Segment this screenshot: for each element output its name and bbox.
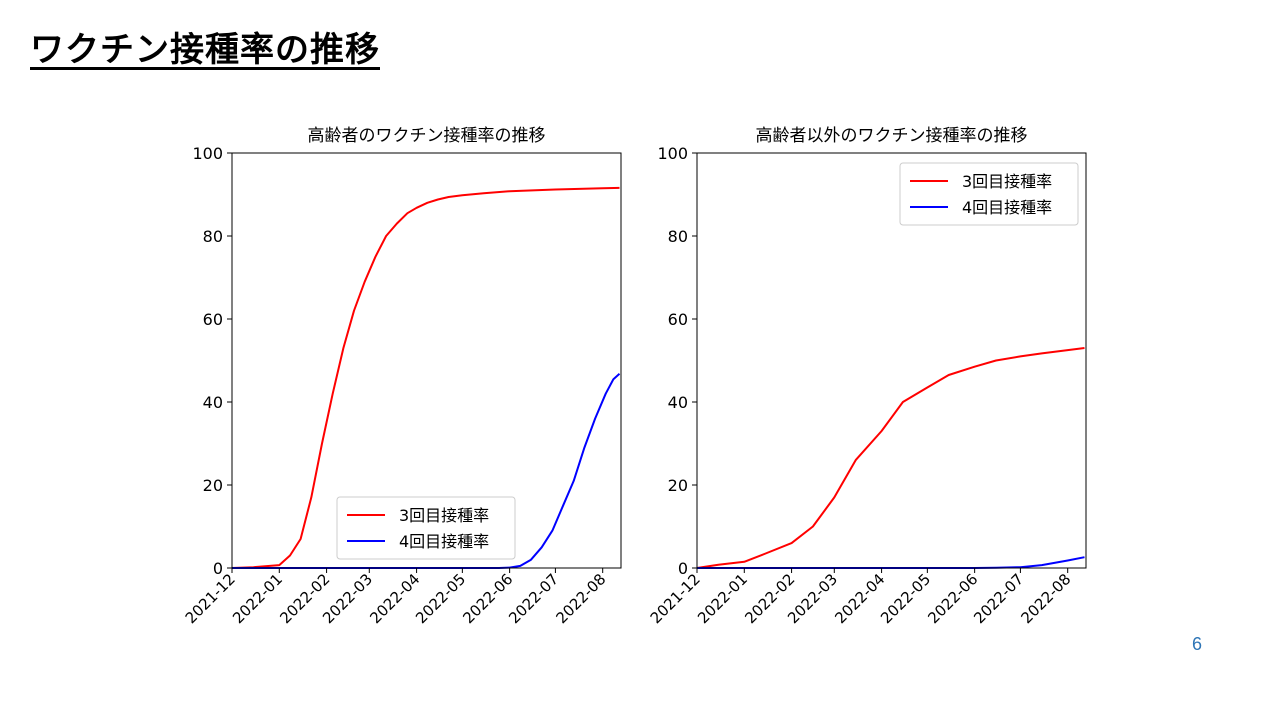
y-tick-label: 100 [657,144,688,163]
y-tick-label: 100 [192,144,223,163]
legend-label-dose4: 4回目接種率 [962,198,1052,217]
x-tick-label: 2022-07 [505,570,562,627]
y-tick-label: 0 [678,559,688,578]
non-elderly-chart: 高齢者以外のワクチン接種率の推移0204060801002021-122022-… [647,126,1087,627]
x-tick-label: 2022-07 [970,570,1027,627]
chart-title: 高齢者のワクチン接種率の推移 [308,126,546,146]
x-tick-label: 2022-08 [1017,570,1074,627]
y-tick-label: 20 [668,476,688,495]
series-line-dose3 [696,347,1085,569]
legend-label-dose3: 3回目接種率 [962,172,1052,191]
series-line-dose4 [232,373,621,569]
x-tick-label: 2022-04 [366,570,423,627]
x-tick-label: 2022-06 [924,570,981,627]
series-line-dose3 [231,186,620,569]
series-line-dose4 [697,556,1085,569]
chart-title: 高齢者以外のワクチン接種率の推移 [756,126,1028,146]
x-tick-label: 2022-01 [229,570,286,627]
x-tick-label: 2022-05 [412,570,469,627]
x-tick-label: 2022-08 [552,570,609,627]
legend-box [336,496,516,560]
x-tick-label: 2022-04 [831,570,888,627]
y-tick-label: 40 [668,393,688,412]
y-tick-label: 20 [203,476,223,495]
y-tick-label: 80 [668,227,688,246]
x-tick-label: 2021-12 [647,570,704,627]
y-tick-label: 0 [213,559,223,578]
y-tick-label: 60 [668,310,688,329]
elderly-chart: 高齢者のワクチン接種率の推移 0 20 40 60 80 100 2021-122022-01… [182,126,622,627]
y-tick-label: 60 [203,310,223,329]
plot-frame [696,152,1087,569]
legend-label-dose4: 4回目接種率 [399,532,489,551]
legend-box [899,162,1079,226]
x-tick-label: 2022-06 [459,570,516,627]
slide-title: ワクチン接種率の推移 [30,30,380,70]
x-tick-label: 2021-12 [182,570,239,627]
y-tick-label: 80 [203,227,223,246]
page-number: 6 [1192,634,1203,654]
plot-frame [231,152,622,569]
x-tick-label: 2022-05 [877,570,934,627]
y-tick-label: 40 [203,393,223,412]
legend-label-dose3: 3回目接種率 [399,506,489,525]
x-tick-label: 2022-01 [694,570,751,627]
